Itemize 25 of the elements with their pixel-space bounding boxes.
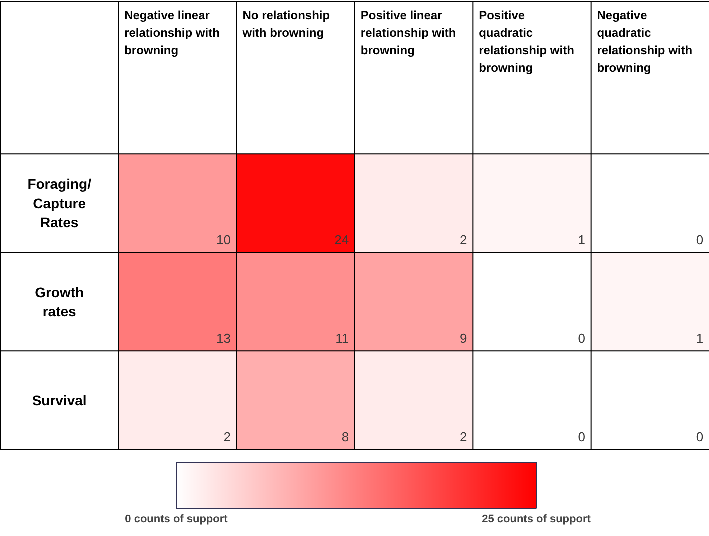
color-bar-label: 0 counts of support	[125, 514, 228, 526]
data-label: 1	[696, 331, 704, 346]
data-label: 13	[216, 331, 231, 346]
x-tick-label: Positive quadratic relationship with browning	[479, 8, 574, 75]
data-label: 0	[696, 232, 704, 248]
data-label: 2	[460, 430, 468, 445]
x-tick-label: No relationship with browning	[242, 8, 330, 40]
data-label: 8	[342, 430, 350, 445]
data-label: 11	[336, 331, 350, 346]
data-label: 2	[224, 430, 231, 445]
data-label: 2	[460, 232, 468, 248]
data-label: 9	[460, 331, 468, 346]
y-tick-label: Survival	[32, 392, 87, 408]
x-tick-label: Negative linear relationship with browning	[124, 8, 220, 58]
y-tick-label: Growth rates	[35, 284, 84, 320]
color-bar-label: 25 counts of support	[482, 514, 592, 526]
data-label: 10	[216, 232, 231, 248]
data-label: 1	[578, 232, 586, 248]
y-tick-label: Foraging/ Capture Rates	[28, 176, 92, 231]
data-label: 0	[696, 430, 704, 445]
data-label: 0	[578, 430, 586, 445]
x-tick-label: Negative quadratic relationship with browning	[597, 8, 693, 75]
data-label: 24	[334, 232, 350, 248]
data-label: 0	[578, 331, 586, 346]
x-tick-label: Positive linear relationship with browning	[360, 8, 456, 58]
